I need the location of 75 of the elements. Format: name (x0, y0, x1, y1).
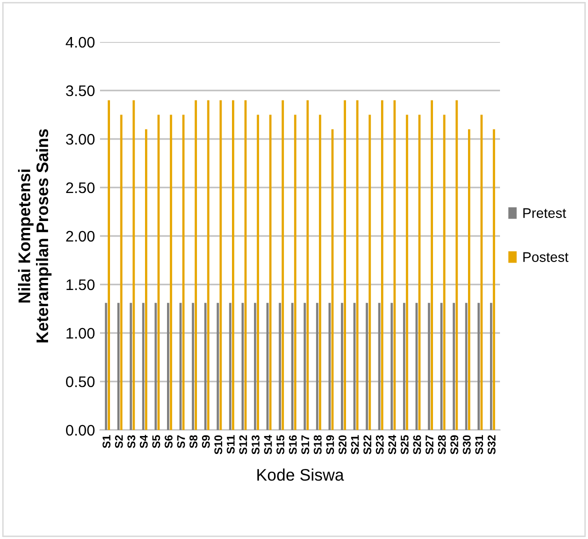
x-tick-label: S30 (462, 435, 471, 454)
legend-label: Postest (523, 252, 568, 262)
x-tick-label: S23 (376, 435, 384, 454)
bar (452, 302, 455, 430)
x-tick-label: S24 (388, 434, 396, 454)
x-tick-label: S15 (276, 435, 284, 454)
y-tick-label: 1.00 (66, 328, 95, 339)
bar (120, 114, 122, 430)
bar (381, 100, 384, 430)
x-tick-label: S5 (152, 435, 160, 448)
x-tick-label: S4 (140, 434, 148, 448)
bar (282, 100, 284, 430)
y-tick-label: 2.00 (66, 230, 95, 242)
x-tick-label: S29 (450, 435, 458, 454)
bar (403, 302, 406, 430)
x-tick-label: S11 (226, 435, 235, 454)
bar (306, 100, 309, 430)
x-tick-label: S12 (239, 435, 248, 454)
x-tick-label: S31 (475, 435, 484, 454)
x-tick-label: S19 (326, 435, 334, 454)
x-tick-label: S1 (102, 435, 110, 448)
bar (194, 100, 197, 430)
bar (304, 302, 306, 430)
bar (443, 114, 446, 430)
bar (294, 114, 296, 430)
y-tick-label: 0.00 (66, 424, 95, 436)
bar (356, 100, 358, 430)
bar (167, 302, 170, 430)
bar (216, 302, 219, 430)
bar (132, 100, 135, 430)
x-tick-label: S14 (264, 434, 272, 454)
x-tick-label: S8 (190, 435, 198, 448)
bar (478, 302, 480, 430)
x-tick-label: S18 (314, 435, 322, 454)
bar (242, 302, 244, 430)
y-axis-title: Nilai Kompetensi Keterampilan Proses Sains (18, 129, 52, 342)
y-tick-label: 4.00 (66, 36, 95, 48)
x-axis-title: Kode Siswa (257, 468, 344, 481)
bar (154, 302, 157, 430)
bar (456, 100, 458, 430)
bar (390, 302, 393, 430)
bar (316, 302, 318, 430)
bar (229, 302, 232, 430)
x-tick-label: S17 (301, 435, 310, 454)
y-tick-label: 2.50 (66, 182, 95, 194)
x-tick-label: S9 (202, 435, 210, 448)
x-tick-label: S2 (114, 435, 123, 448)
bar (368, 114, 371, 430)
y-tick-label: 3.00 (66, 134, 95, 145)
legend-label: Pretest (523, 208, 566, 218)
bar (142, 302, 144, 430)
bar (465, 302, 468, 430)
bar (291, 302, 294, 430)
x-tick-label: S22 (363, 435, 372, 454)
x-tick-label: S21 (351, 435, 359, 454)
x-tick-label: S3 (127, 435, 136, 448)
bar (430, 100, 433, 430)
x-tick-label: S13 (252, 435, 260, 454)
y-tick-label: 1.50 (66, 279, 95, 290)
y-tick-label: 0.50 (66, 376, 95, 388)
x-tick-label: S25 (400, 435, 409, 454)
bar (207, 100, 210, 430)
x-tick-label: S10 (214, 435, 222, 454)
x-tick-label: S16 (288, 435, 297, 454)
bar (145, 129, 148, 430)
x-tick-label: S32 (488, 435, 496, 454)
x-tick-label: S20 (338, 435, 346, 454)
x-tick-label: S7 (177, 435, 185, 448)
x-tick-label: S6 (164, 435, 173, 448)
bar (378, 302, 380, 430)
x-tick-label: S28 (438, 435, 446, 454)
x-tick-label: S26 (413, 435, 421, 454)
y-tick-label: 3.50 (66, 85, 95, 96)
bar (220, 100, 222, 430)
x-tick-label: S27 (426, 435, 434, 454)
